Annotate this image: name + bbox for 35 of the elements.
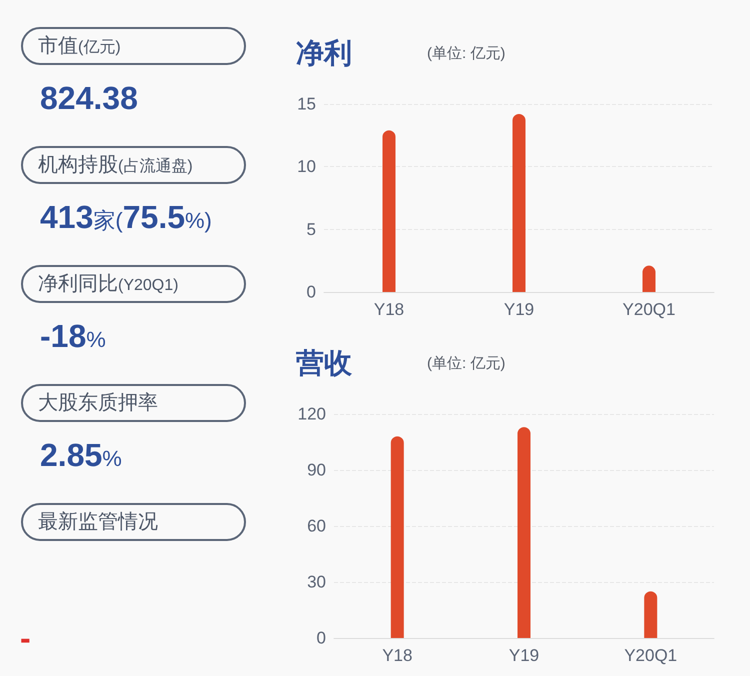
x-tick-label: Y20Q1 — [624, 646, 678, 665]
text: 824.38 — [40, 80, 138, 116]
y-tick-label: 5 — [306, 220, 316, 239]
y-tick-label: 15 — [297, 94, 316, 114]
text: 净利同比(Y20Q1) — [38, 273, 178, 295]
y-tick-label: 90 — [307, 460, 326, 480]
text: 机构持股(占流通盘) — [38, 154, 193, 176]
chart-title: 净利 — [296, 38, 352, 68]
text: 大股东质押率 — [38, 392, 158, 414]
x-tick-label: Y18 — [374, 300, 404, 319]
chart-subtitle: (单位: 亿元) — [427, 355, 506, 372]
x-tick-label: Y20Q1 — [622, 300, 676, 319]
text: -18% — [40, 318, 106, 354]
y-tick-label: 120 — [298, 404, 326, 424]
y-tick-label: 60 — [307, 516, 326, 536]
bar — [644, 591, 658, 638]
y-tick-label: 30 — [307, 572, 326, 592]
text: 413家(75.5%) — [40, 199, 212, 235]
x-tick-label: Y19 — [508, 646, 540, 665]
bar — [382, 130, 396, 292]
x-tick-label: Y19 — [504, 300, 534, 319]
text: 市值(亿元) — [38, 35, 121, 57]
y-tick-label: 0 — [316, 628, 326, 648]
y-tick-label: 10 — [297, 157, 316, 176]
y-tick-label: 0 — [306, 282, 316, 302]
bar — [512, 114, 526, 292]
chart-title: 营收 — [295, 348, 353, 378]
bar — [390, 436, 404, 638]
chart-subtitle: (单位: 亿元) — [427, 45, 506, 62]
x-tick-label: Y18 — [382, 646, 412, 665]
bar — [642, 266, 656, 292]
text: - — [20, 620, 31, 656]
bar — [518, 427, 530, 638]
text: 最新监管情况 — [38, 511, 158, 533]
text: 2.85% — [40, 437, 122, 473]
